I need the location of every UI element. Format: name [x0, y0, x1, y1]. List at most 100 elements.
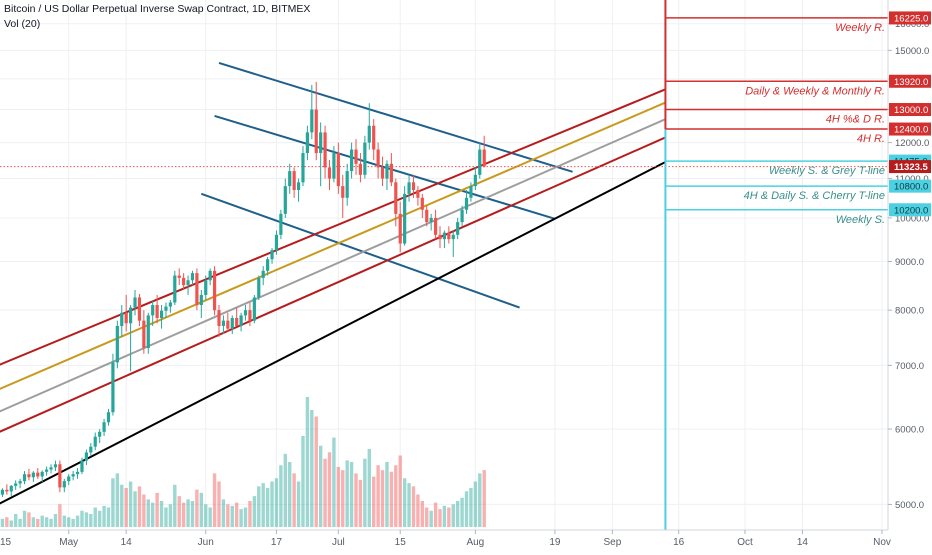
- time-tick-label: 14: [121, 537, 133, 548]
- candle-body: [451, 234, 455, 240]
- level-value-tag: [889, 122, 931, 136]
- time-tick-label: 19: [549, 537, 561, 548]
- price-tick-label: 16000.0: [895, 19, 929, 30]
- current-price-tag: [889, 160, 931, 174]
- trend-line: [218, 62, 573, 173]
- volume-bar: [67, 517, 71, 527]
- price-tick-label: 11000.0: [895, 174, 929, 185]
- candle-body: [358, 163, 363, 175]
- level-label: Weekly S.: [836, 214, 885, 226]
- candle-body: [168, 302, 172, 307]
- candle-body: [266, 259, 270, 271]
- symbol-title: Bitcoin / US Dollar Perpetual Inverse Sw…: [4, 3, 311, 15]
- volume-bar: [301, 436, 305, 527]
- volume-bar: [5, 517, 9, 527]
- level-value-text: 13920.0: [894, 77, 928, 88]
- volume-bar: [243, 507, 248, 527]
- volume-bar: [416, 494, 420, 527]
- volume-bar: [478, 473, 482, 527]
- level-value-tag: [889, 179, 931, 193]
- volume-bar: [106, 507, 111, 527]
- time-tick-label: 15: [0, 537, 12, 548]
- volume-bar: [9, 520, 13, 527]
- candle-body: [403, 193, 407, 244]
- time-tick-label: 16: [673, 537, 685, 548]
- candle-body: [124, 312, 128, 324]
- candle-body: [460, 209, 464, 223]
- candle-body: [385, 163, 389, 179]
- volume-bar: [151, 502, 155, 527]
- volume-bar: [124, 488, 128, 527]
- candle-body: [372, 125, 376, 150]
- candle-body: [40, 471, 44, 477]
- candle-body: [464, 197, 469, 210]
- trend-line: [0, 161, 666, 505]
- volume-bar: [102, 505, 106, 527]
- volume-bar: [84, 512, 89, 527]
- candle-body: [120, 312, 124, 326]
- volume-bar: [177, 496, 181, 527]
- volume-bar: [327, 452, 332, 527]
- candle-body: [336, 153, 340, 187]
- volume-bar: [53, 514, 58, 527]
- candle-body: [129, 307, 133, 324]
- volume-bar: [208, 507, 212, 527]
- trend-line: [214, 114, 556, 220]
- volume-bar: [385, 462, 389, 527]
- volume-bar: [217, 481, 221, 527]
- candle-body: [177, 275, 181, 278]
- volume-bar: [425, 507, 429, 527]
- candle-body: [49, 467, 53, 470]
- volume-bar: [354, 473, 358, 527]
- candle-body: [411, 182, 416, 190]
- volume-bar: [128, 481, 133, 527]
- candle-body: [394, 182, 398, 214]
- volume-bar: [80, 510, 84, 527]
- candle-body: [27, 474, 31, 478]
- volume-bar: [345, 460, 349, 527]
- candle-body: [22, 474, 27, 482]
- candle-body: [53, 464, 58, 468]
- volume-bar: [40, 515, 44, 527]
- price-tick-label: 6000.0: [895, 425, 924, 436]
- volume-bar: [349, 462, 354, 527]
- volume-bar: [226, 504, 230, 527]
- candle-body: [354, 149, 358, 164]
- volume-bar: [18, 518, 22, 527]
- volume-bar: [212, 473, 217, 527]
- candle-body: [327, 167, 332, 179]
- candle-body: [442, 232, 447, 240]
- volume-bar: [195, 489, 199, 527]
- volume-bar: [363, 458, 367, 527]
- volume-bar: [27, 512, 31, 527]
- candle-body: [248, 310, 252, 321]
- candle-body: [217, 310, 221, 326]
- volume-bar: [455, 501, 460, 527]
- candle-body: [45, 469, 49, 472]
- candle-body: [98, 431, 102, 437]
- trend-line: [0, 118, 666, 413]
- level-label: 4H & Daily S. & Cherry T-line: [744, 190, 885, 202]
- candle-body: [380, 167, 385, 179]
- volume-bar: [199, 492, 204, 527]
- level-lines: Weekly R. Daily & Weekly & Monthly R. 4H %…: [664, 0, 888, 530]
- volume-bar: [190, 501, 195, 527]
- candle-body: [447, 232, 451, 240]
- volume-bar: [168, 504, 173, 527]
- price-tick-label: 7000.0: [895, 361, 924, 372]
- time-tick-label: 14: [797, 537, 809, 548]
- level-value-text: 16225.0: [894, 13, 928, 24]
- candle-body: [261, 270, 265, 278]
- candle-body: [305, 132, 309, 154]
- candle-body: [292, 171, 296, 190]
- candle-body: [0, 489, 5, 495]
- candle-body: [212, 270, 217, 311]
- candle-body: [363, 142, 367, 175]
- candle-body: [319, 132, 323, 154]
- candle-body: [146, 315, 150, 349]
- volume-bar: [372, 476, 376, 527]
- trend-line: [200, 192, 520, 309]
- candle-body: [376, 149, 380, 168]
